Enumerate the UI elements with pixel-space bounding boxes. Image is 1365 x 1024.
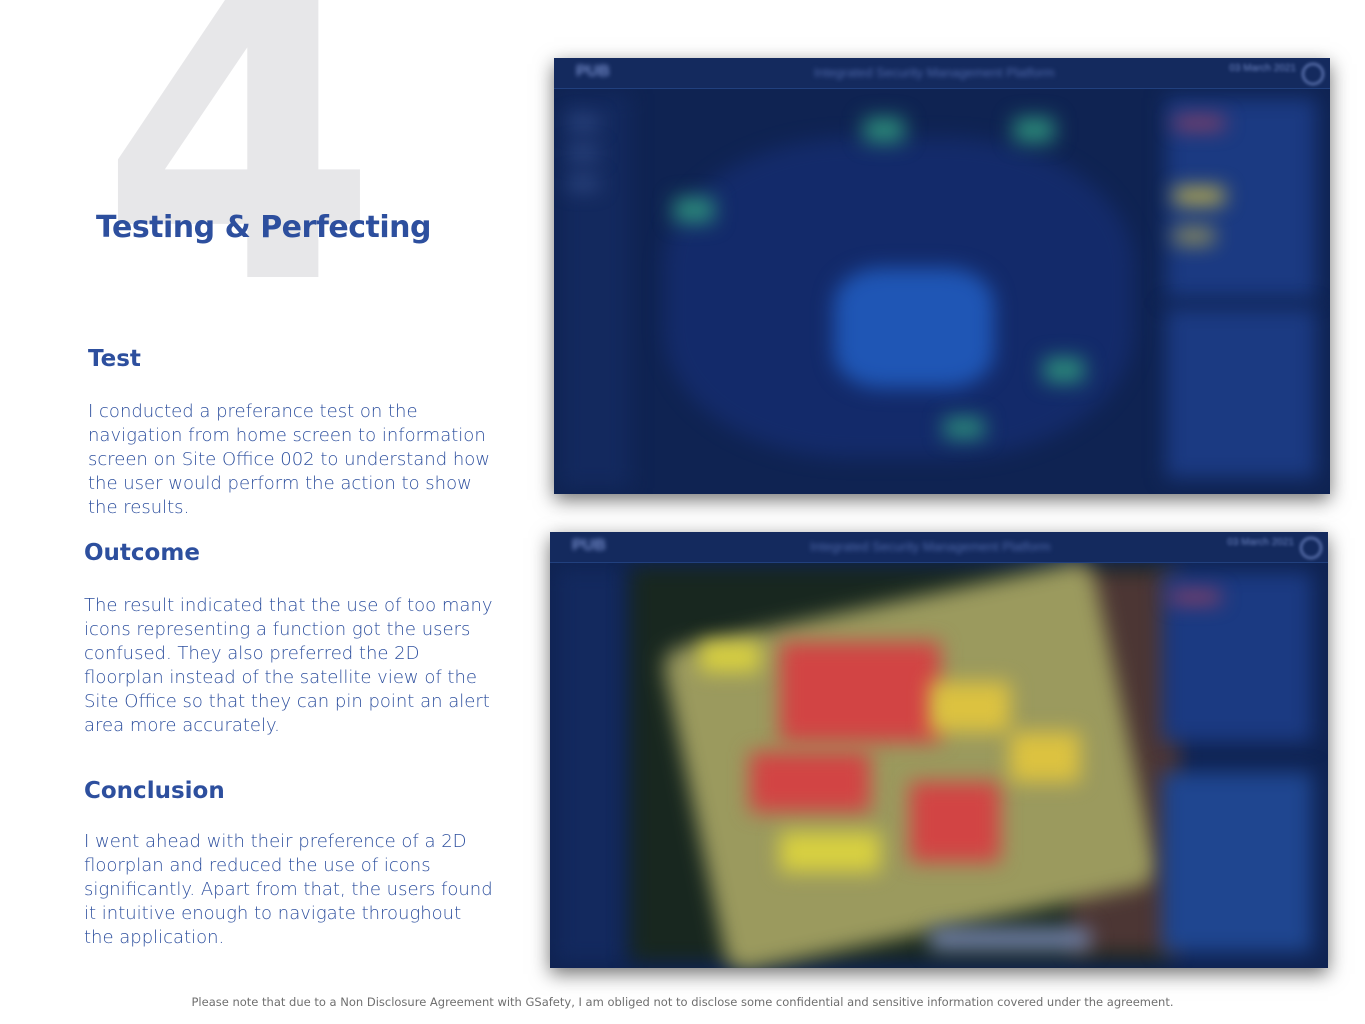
screenshot-date: 03 March 2021 xyxy=(1227,537,1294,548)
outcome-paragraph: The result indicated that the use of too… xyxy=(84,595,493,736)
screenshot-sidebar xyxy=(560,94,630,488)
section-title: Testing & Perfecting xyxy=(96,210,431,245)
screenshot-title: Integrated Security Management Platform xyxy=(810,539,1051,554)
dashboard-screenshot-floorplan: PUB Integrated Security Management Platf… xyxy=(550,532,1328,968)
conclusion-heading: Conclusion xyxy=(84,778,225,804)
step-number: 4 xyxy=(100,0,378,372)
screenshot-date: 03 March 2021 xyxy=(1229,63,1296,74)
nda-disclaimer: Please note that due to a Non Disclosure… xyxy=(191,995,1174,1009)
test-paragraph: I conducted a preferance test on the nav… xyxy=(88,401,490,518)
screenshot-header: PUB Integrated Security Management Platf… xyxy=(554,58,1330,89)
outcome-heading: Outcome xyxy=(84,540,200,566)
screenshot-title: Integrated Security Management Platform xyxy=(814,65,1055,80)
dashboard-screenshot-home: PUB Integrated Security Management Platf… xyxy=(554,58,1330,494)
screenshot-logo: PUB xyxy=(572,537,606,554)
avatar-icon xyxy=(1300,537,1322,559)
test-heading: Test xyxy=(88,346,141,372)
conclusion-paragraph: I went ahead with their preference of a … xyxy=(84,831,493,948)
avatar-icon xyxy=(1302,63,1324,85)
screenshot-logo: PUB xyxy=(576,63,610,80)
screenshot-controls xyxy=(930,928,1090,950)
screenshot-header: PUB Integrated Security Management Platf… xyxy=(550,532,1328,563)
screenshot-map-highlight xyxy=(834,268,994,388)
